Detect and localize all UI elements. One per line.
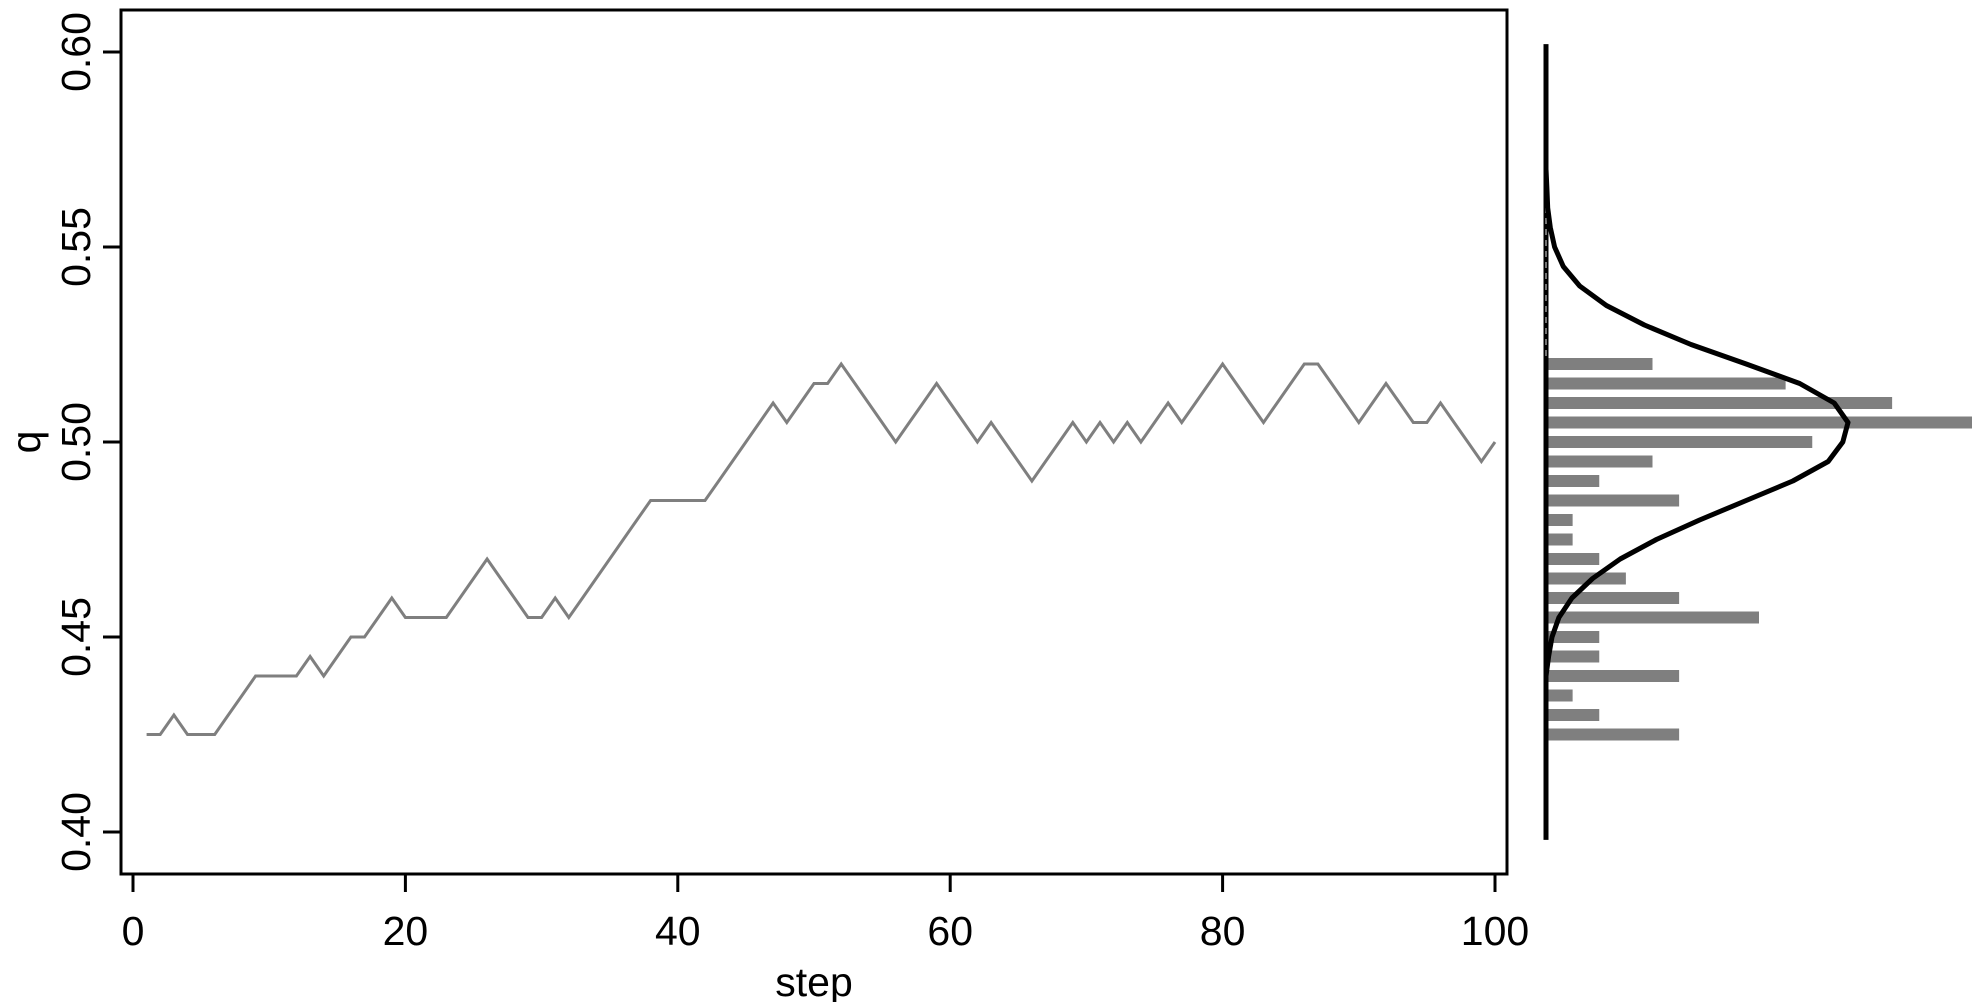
series-layer [146, 361, 1497, 736]
histogram-bar [1546, 455, 1653, 468]
y-tick-label: 0.40 [53, 792, 99, 872]
x-tick-label: 20 [383, 908, 429, 954]
trace-line [146, 361, 1497, 736]
histogram-bar [1546, 514, 1573, 526]
trace-plot: 0 20 40 60 80 100 0.40 0.45 0.50 0.55 0.60 step q [3, 8, 1529, 1002]
density-curve [1543, 44, 1851, 840]
x-tick-label: 60 [927, 908, 973, 954]
y-tick-label: 0.55 [53, 207, 99, 287]
histogram-bar [1546, 592, 1680, 604]
histogram-bar [1546, 650, 1600, 663]
histogram-bar [1546, 358, 1653, 370]
histogram-bar [1546, 553, 1600, 565]
x-tick-label: 40 [655, 908, 701, 954]
y-axis-title: q [3, 431, 49, 454]
y-axis: 0.40 0.45 0.50 0.55 0.60 [53, 12, 123, 872]
histogram-bar [1546, 611, 1759, 624]
plot-frame [119, 8, 1509, 876]
histogram-bars [1546, 358, 1972, 741]
x-axis-title: step [775, 959, 853, 1002]
x-tick-label: 0 [122, 908, 145, 954]
histogram-bar [1546, 475, 1600, 487]
marginal-histogram [1543, 44, 1972, 840]
histogram-bar [1546, 728, 1680, 741]
x-tick-label: 100 [1461, 908, 1529, 954]
histogram-bar [1546, 377, 1786, 390]
x-tick-label: 80 [1200, 908, 1246, 954]
histogram-bar [1546, 397, 1893, 409]
histogram-bar [1546, 689, 1573, 702]
histogram-bar [1546, 533, 1573, 546]
x-axis: 0 20 40 60 80 100 [122, 872, 1529, 954]
histogram-bar [1546, 670, 1680, 682]
histogram-bar [1546, 709, 1600, 721]
histogram-bar [1546, 631, 1600, 643]
histogram-bar [1546, 436, 1813, 448]
histogram-bar [1546, 416, 1972, 429]
histogram-bar [1546, 572, 1626, 585]
y-tick-label: 0.50 [53, 402, 99, 482]
y-tick-label: 0.45 [53, 597, 99, 677]
histogram-bar [1546, 494, 1680, 507]
y-tick-label: 0.60 [53, 12, 99, 92]
